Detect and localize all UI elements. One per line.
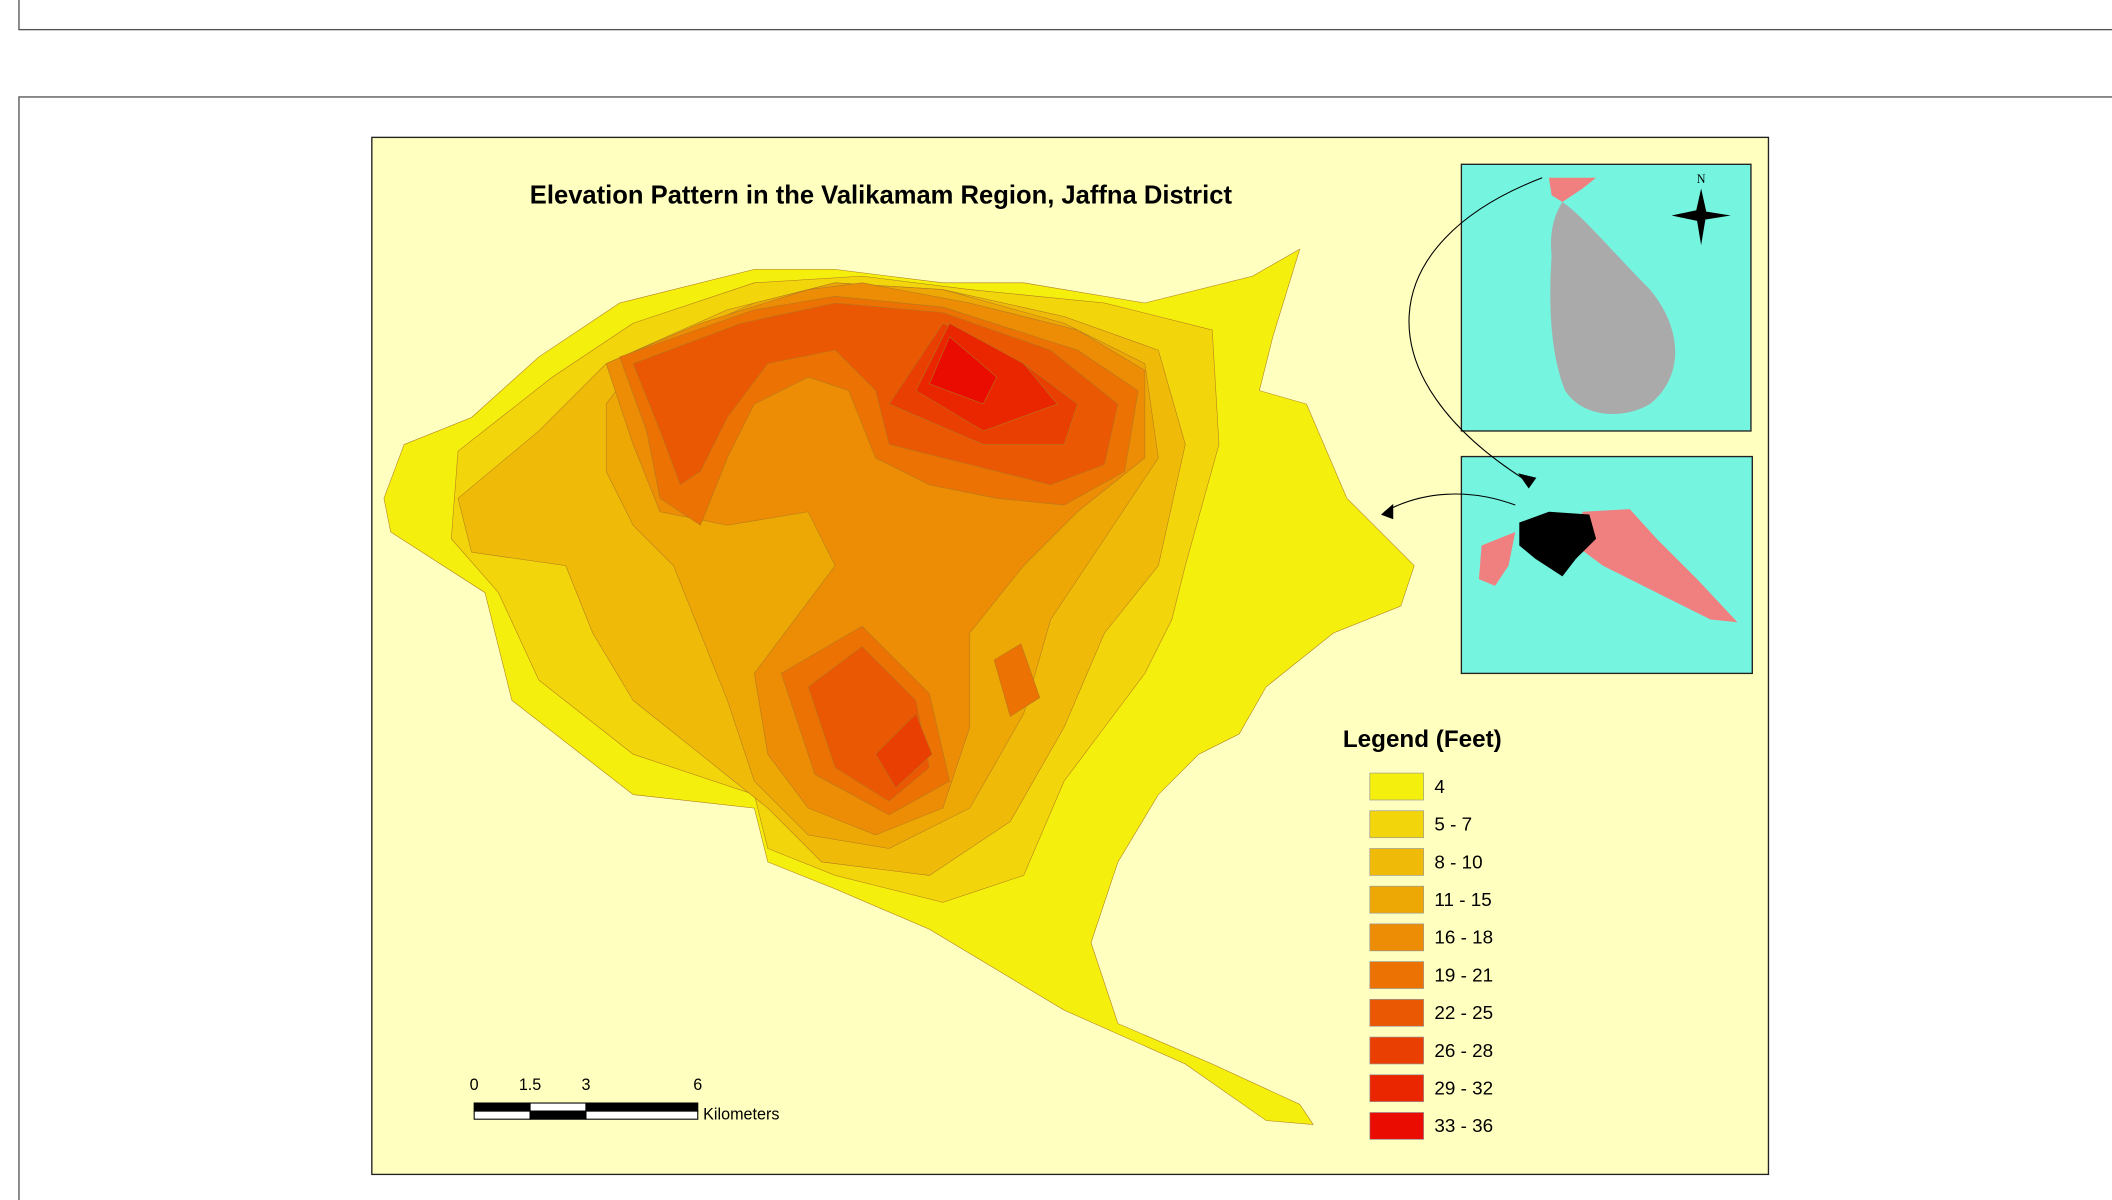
scale-tick-label: 0 bbox=[470, 1076, 479, 1094]
legend-title: Legend (Feet) bbox=[1343, 726, 1502, 753]
scale-segment bbox=[585, 1102, 699, 1112]
scale-unit: Kilometers bbox=[703, 1105, 779, 1123]
scale-segment bbox=[473, 1110, 531, 1120]
legend-swatch bbox=[1369, 810, 1425, 839]
legend-label: 4 bbox=[1434, 776, 1444, 797]
inset-sri-lanka: N bbox=[1460, 163, 1752, 432]
legend-label: 5 - 7 bbox=[1434, 814, 1472, 835]
legend-swatch bbox=[1369, 998, 1425, 1027]
legend-swatch bbox=[1369, 1074, 1425, 1103]
elevation-map bbox=[383, 248, 1415, 1125]
map-title: Elevation Pattern in the Valikamam Regio… bbox=[530, 181, 1233, 209]
legend-label: 29 - 32 bbox=[1434, 1078, 1493, 1099]
scale-segment bbox=[529, 1110, 587, 1120]
elevation-zone bbox=[929, 336, 998, 405]
scale-segment bbox=[529, 1102, 587, 1112]
legend-swatch bbox=[1369, 961, 1425, 989]
elevation-zone bbox=[993, 643, 1041, 717]
scale-tick-label: 6 bbox=[693, 1076, 702, 1094]
legend-swatch bbox=[1369, 1036, 1425, 1065]
legend-label: 33 - 36 bbox=[1434, 1115, 1493, 1136]
legend-label: 22 - 25 bbox=[1434, 1002, 1493, 1023]
legend-swatch bbox=[1369, 923, 1425, 952]
islands-shape bbox=[1478, 531, 1516, 586]
main-panel bbox=[18, 96, 2112, 1200]
scale-tick-label: 3 bbox=[581, 1076, 590, 1094]
inset-jaffna bbox=[1460, 455, 1753, 675]
elevation-zone bbox=[875, 713, 933, 789]
legend-swatch bbox=[1369, 848, 1425, 876]
peninsula-shape bbox=[1575, 509, 1738, 623]
legend-label: 11 - 15 bbox=[1434, 889, 1491, 910]
legend-swatch bbox=[1369, 885, 1425, 914]
legend-swatch bbox=[1369, 772, 1425, 801]
scale-segment bbox=[585, 1110, 699, 1120]
inset-arrows bbox=[1380, 177, 1543, 520]
jaffna-shape bbox=[1548, 177, 1597, 203]
scale-tick-label: 1.5 bbox=[519, 1076, 541, 1094]
north-arrow: N bbox=[1671, 172, 1731, 246]
legend-label: 8 - 10 bbox=[1434, 851, 1482, 872]
north-label: N bbox=[1697, 172, 1706, 186]
legend-label: 26 - 28 bbox=[1434, 1040, 1493, 1061]
legend-label: 19 - 21 bbox=[1434, 964, 1493, 985]
island-shape bbox=[1550, 202, 1676, 415]
legend-label: 16 - 18 bbox=[1434, 927, 1493, 948]
scale-segment bbox=[473, 1102, 531, 1112]
valikamam-shape bbox=[1519, 511, 1597, 577]
legend: 4 5 - 7 8 - 10 11 - 15 16 - 18 19 - 21 22 - 25… bbox=[1369, 772, 1493, 1140]
legend-swatch bbox=[1369, 1112, 1425, 1140]
top-panel bbox=[18, 0, 2112, 31]
